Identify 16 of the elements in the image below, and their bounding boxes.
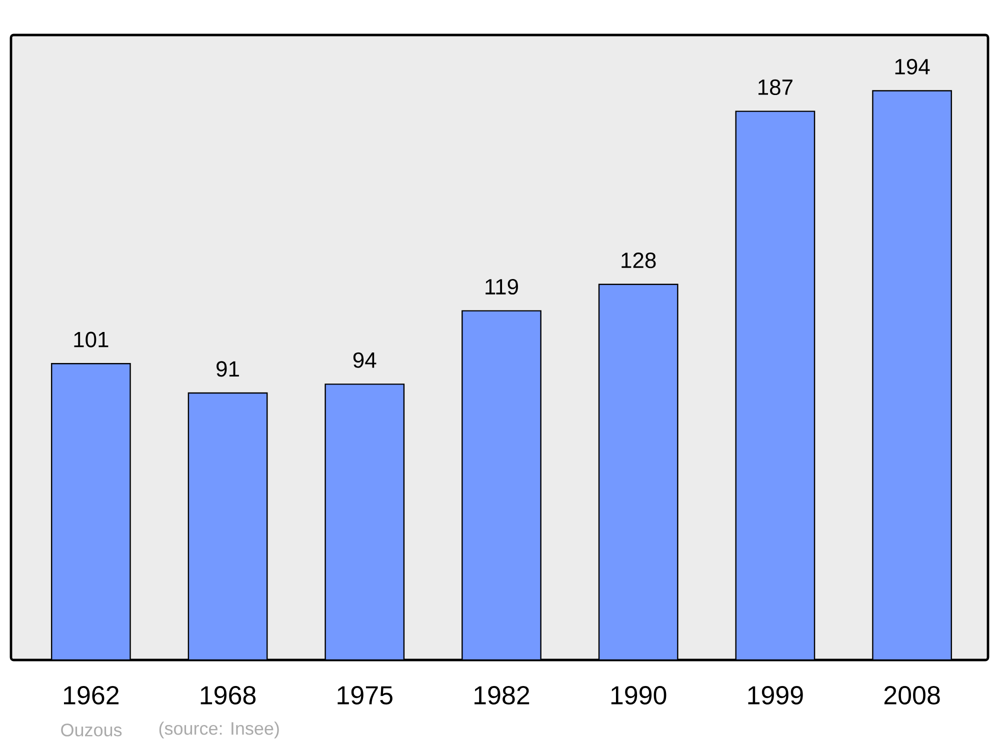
x-tick-label: 2008 — [884, 686, 940, 704]
text: Ouzous — [61, 724, 122, 736]
data-label: 187 — [758, 79, 792, 96]
x-tick-label: 1968 — [200, 686, 256, 704]
data-label: 91 — [216, 361, 239, 377]
x-tick-label: 1990 — [611, 686, 666, 704]
data-label: 101 — [74, 332, 108, 348]
data-label: 94 — [353, 352, 376, 368]
data-label: 119 — [486, 278, 518, 295]
x-tick-label: 1975 — [338, 686, 392, 704]
x-tick-label: 1982 — [474, 686, 530, 704]
x-tick-label: 1962 — [64, 686, 119, 704]
data-label: 194 — [895, 58, 930, 74]
x-tick-label: 1999 — [748, 686, 803, 704]
text: (source: Insee) — [159, 722, 279, 738]
data-label: 128 — [622, 252, 656, 268]
